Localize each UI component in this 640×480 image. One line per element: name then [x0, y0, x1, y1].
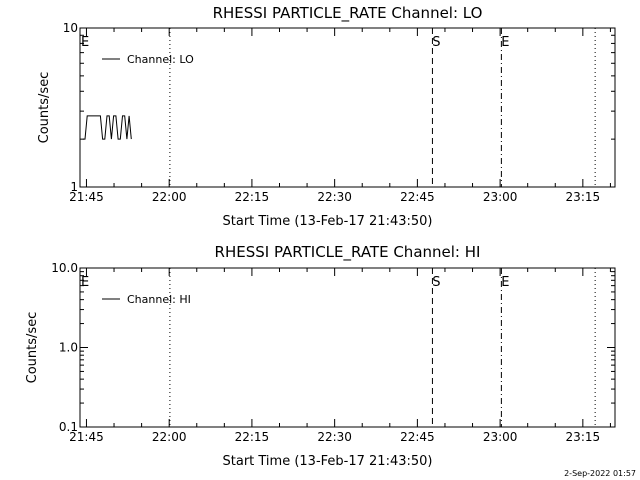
footer-timestamp: 2-Sep-2022 01:57	[564, 469, 636, 478]
series-line-lo	[82, 115, 132, 140]
x-tick-label-lo: 22:00	[152, 190, 187, 204]
x-tick-label-hi: 22:45	[400, 430, 435, 444]
y-tick-label-lo: 10	[63, 21, 78, 35]
x-axis-label-lo: Start Time (13-Feb-17 21:43:50)	[223, 214, 433, 229]
x-tick-label-hi: 22:15	[235, 430, 270, 444]
event-marker-label-lo: E	[81, 35, 89, 50]
x-tick-label-lo: 22:30	[317, 190, 352, 204]
y-tick-label-hi: 10.0	[51, 261, 78, 275]
y-axis-label-lo: Counts/sec	[37, 72, 52, 144]
chart-title-lo: RHESSI PARTICLE_RATE Channel: LO	[213, 4, 483, 23]
y-tick-label-lo: 1	[70, 180, 78, 194]
x-axis-label-hi: Start Time (13-Feb-17 21:43:50)	[223, 454, 433, 469]
x-tick-label-lo: 21:45	[69, 190, 104, 204]
legend-entry-lo: Channel: LO	[127, 53, 194, 66]
event-marker-label-hi: E	[81, 275, 89, 290]
x-tick-label-lo: 22:45	[400, 190, 435, 204]
y-axis-label-hi: Counts/sec	[25, 312, 40, 384]
event-marker-label-hi: S	[432, 275, 440, 290]
y-tick-label-hi: 0.1	[59, 420, 78, 434]
event-marker-label-lo: S	[432, 35, 440, 50]
x-tick-label-lo: 23:00	[483, 190, 518, 204]
x-tick-label-hi: 22:00	[152, 430, 187, 444]
event-marker-label-lo: E	[501, 35, 509, 50]
x-tick-label-hi: 23:15	[566, 430, 601, 444]
legend-entry-hi: Channel: HI	[127, 293, 191, 306]
chart-title-hi: RHESSI PARTICLE_RATE Channel: HI	[215, 243, 481, 262]
x-tick-label-hi: 22:30	[317, 430, 352, 444]
chart-panel-hi: RHESSI PARTICLE_RATE Channel: HI 0.1 1.0 10…	[25, 243, 616, 469]
plot-frame-lo	[79, 27, 616, 188]
x-tick-label-hi: 21:45	[69, 430, 104, 444]
plot-frame-hi	[79, 267, 616, 428]
x-tick-label-hi: 23:00	[483, 430, 518, 444]
x-tick-label-lo: 23:15	[566, 190, 601, 204]
chart-panel-lo: RHESSI PARTICLE_RATE Channel: LO 1 10 21:45…	[37, 4, 616, 229]
x-tick-label-lo: 22:15	[235, 190, 270, 204]
event-marker-label-hi: E	[501, 275, 509, 290]
y-tick-label-hi: 1.0	[59, 341, 78, 355]
